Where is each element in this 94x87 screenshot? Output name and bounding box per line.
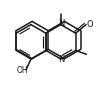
Text: O: O <box>86 20 93 29</box>
Text: N: N <box>58 19 64 28</box>
Text: OH: OH <box>16 66 28 75</box>
Text: N: N <box>58 55 64 64</box>
